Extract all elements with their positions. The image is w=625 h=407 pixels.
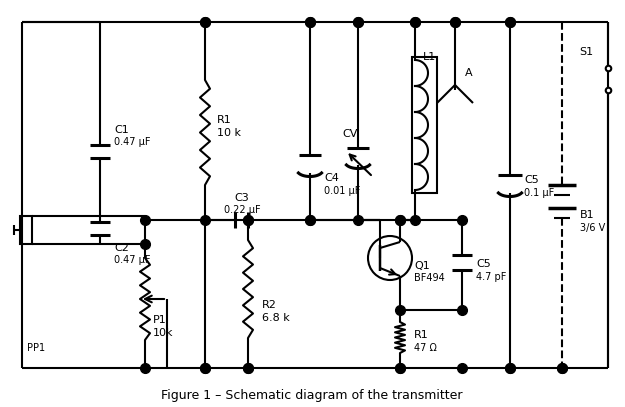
Text: C3: C3 — [234, 193, 249, 203]
Text: S1: S1 — [579, 47, 593, 57]
Text: C2: C2 — [114, 243, 129, 253]
Text: P1: P1 — [153, 315, 167, 325]
Text: R2: R2 — [262, 300, 277, 310]
Text: 0.1 μF: 0.1 μF — [524, 188, 554, 198]
Text: L1: L1 — [423, 52, 436, 62]
Text: 47 Ω: 47 Ω — [414, 343, 437, 353]
Bar — [412, 57, 437, 193]
Text: R1: R1 — [414, 330, 429, 340]
Text: Figure 1 – Schematic diagram of the transmitter: Figure 1 – Schematic diagram of the tran… — [161, 389, 462, 401]
Text: PP1: PP1 — [27, 343, 45, 353]
Text: R1: R1 — [217, 115, 232, 125]
Text: 10 k: 10 k — [217, 128, 241, 138]
Text: 0.47 μF: 0.47 μF — [114, 137, 151, 147]
Text: B1: B1 — [580, 210, 594, 220]
Text: C5: C5 — [524, 175, 539, 185]
Text: C5: C5 — [476, 259, 491, 269]
Text: 0.47 μF: 0.47 μF — [114, 255, 151, 265]
Text: CV: CV — [342, 129, 357, 139]
Text: C1: C1 — [114, 125, 129, 135]
Bar — [20, 216, 32, 244]
Text: 3/6 V: 3/6 V — [580, 223, 605, 233]
Text: BF494: BF494 — [414, 273, 445, 283]
Text: 0.22 μF: 0.22 μF — [224, 205, 261, 215]
Text: 4.7 pF: 4.7 pF — [476, 272, 506, 282]
Text: C4: C4 — [324, 173, 339, 183]
Text: 6.8 k: 6.8 k — [262, 313, 290, 323]
Text: 10k: 10k — [153, 328, 174, 338]
Text: A: A — [465, 68, 472, 78]
Text: 0.01 μF: 0.01 μF — [324, 186, 361, 196]
Text: Q1: Q1 — [414, 261, 430, 271]
